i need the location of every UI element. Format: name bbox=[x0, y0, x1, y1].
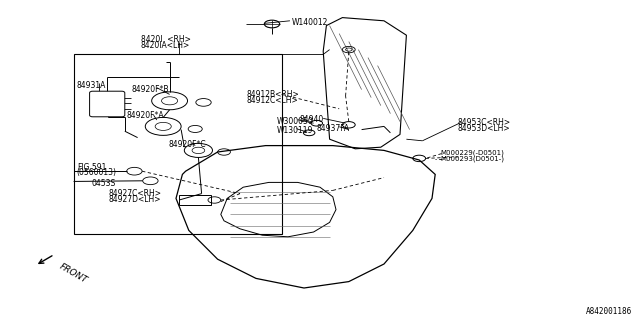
Bar bbox=[179, 195, 211, 205]
Text: 84953C<RH>: 84953C<RH> bbox=[458, 118, 511, 127]
Text: M000229(-D0501): M000229(-D0501) bbox=[440, 150, 504, 156]
Text: FIG.591: FIG.591 bbox=[77, 163, 106, 172]
Text: W130119: W130119 bbox=[276, 126, 313, 135]
Text: FRONT: FRONT bbox=[58, 262, 89, 285]
Text: 84927C<RH>: 84927C<RH> bbox=[109, 189, 162, 198]
Text: 8420IA<LH>: 8420IA<LH> bbox=[141, 41, 190, 50]
Text: 84953D<LH>: 84953D<LH> bbox=[458, 124, 510, 132]
Bar bbox=[74, 54, 282, 234]
Text: 84920F*B: 84920F*B bbox=[131, 85, 169, 94]
Text: (0560013): (0560013) bbox=[77, 168, 116, 177]
Text: 0453S: 0453S bbox=[92, 179, 116, 188]
Text: 84920F*A: 84920F*A bbox=[126, 111, 164, 120]
Text: 84912B<RH>: 84912B<RH> bbox=[246, 90, 299, 99]
Text: 84927D<LH>: 84927D<LH> bbox=[109, 195, 161, 204]
Text: 8420I  <RH>: 8420I <RH> bbox=[141, 35, 191, 44]
Text: M000293(D0501-): M000293(D0501-) bbox=[440, 156, 504, 162]
Text: W140012: W140012 bbox=[292, 18, 328, 27]
Text: A842001186: A842001186 bbox=[586, 307, 632, 316]
Text: 84940: 84940 bbox=[300, 115, 324, 124]
Text: 84912C<LH>: 84912C<LH> bbox=[246, 96, 298, 105]
Text: 84920F*C: 84920F*C bbox=[168, 140, 206, 149]
Text: 84937FA: 84937FA bbox=[317, 124, 350, 133]
Text: 84931A: 84931A bbox=[77, 81, 106, 90]
FancyBboxPatch shape bbox=[90, 91, 125, 117]
Text: W300050: W300050 bbox=[276, 117, 313, 126]
